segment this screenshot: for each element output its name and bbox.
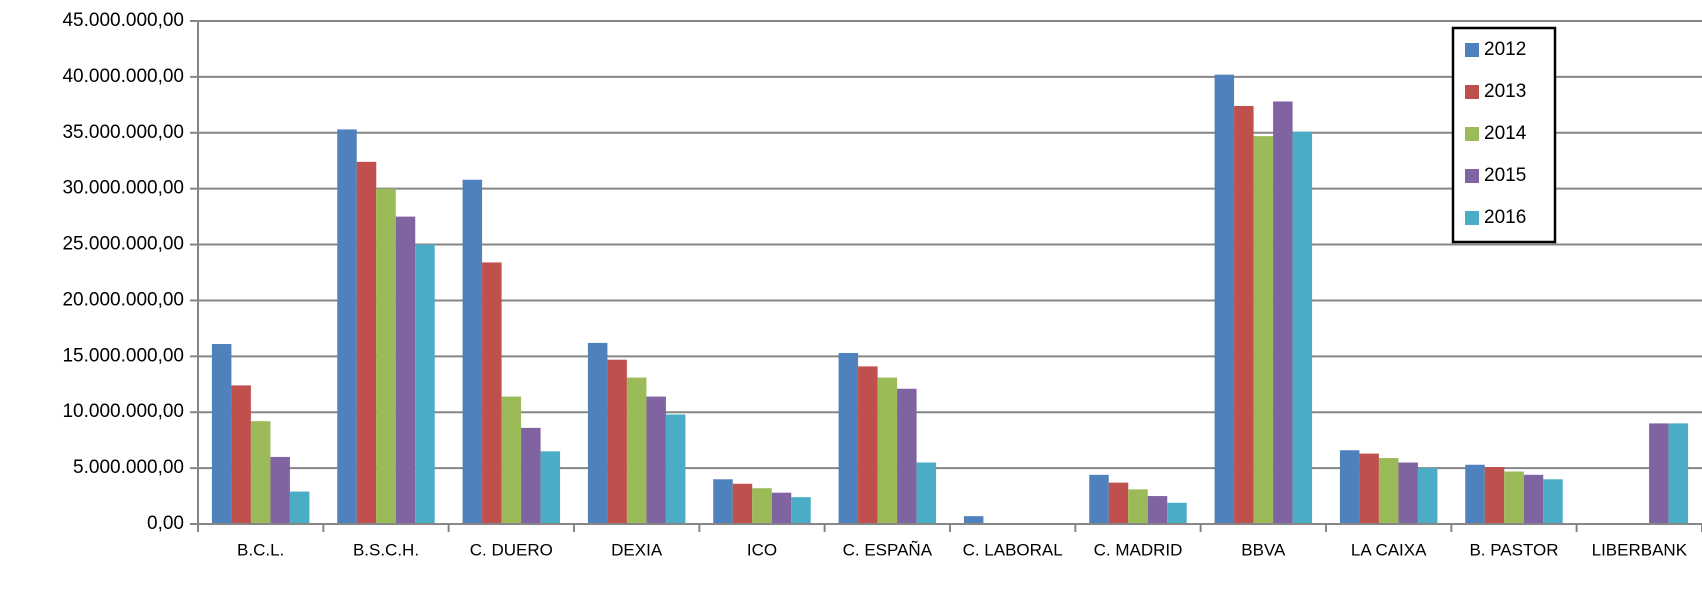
y-tick-label: 10.000.000,00 bbox=[62, 401, 184, 422]
bar bbox=[521, 427, 541, 524]
x-tick-label: C. DUERO bbox=[470, 540, 553, 559]
bar bbox=[732, 483, 753, 524]
legend-label: 2015 bbox=[1484, 165, 1526, 186]
bar bbox=[501, 396, 522, 524]
bar bbox=[713, 479, 733, 524]
legend-swatch bbox=[1465, 127, 1479, 141]
bar bbox=[1398, 462, 1418, 524]
x-tick-label: C. MADRID bbox=[1094, 540, 1183, 559]
bar bbox=[665, 414, 686, 524]
bar bbox=[1214, 74, 1235, 525]
bar bbox=[897, 388, 917, 524]
bar bbox=[916, 462, 937, 524]
y-tick-label: 40.000.000,00 bbox=[62, 66, 184, 87]
bar bbox=[877, 377, 898, 524]
bar bbox=[858, 366, 878, 524]
bar bbox=[289, 491, 310, 524]
bar bbox=[1417, 468, 1438, 524]
bar bbox=[1668, 423, 1689, 524]
bar bbox=[211, 344, 232, 524]
bar bbox=[337, 129, 357, 524]
bar bbox=[462, 179, 483, 525]
bar bbox=[482, 262, 502, 524]
bar bbox=[646, 396, 666, 524]
x-tick-label: DEXIA bbox=[611, 540, 663, 559]
bar bbox=[1378, 458, 1399, 524]
bar bbox=[1465, 464, 1485, 524]
x-tick-label: LIBERBANK bbox=[1592, 540, 1688, 559]
bar bbox=[1253, 136, 1274, 524]
y-tick-label: 25.000.000,00 bbox=[62, 234, 184, 255]
bar bbox=[1292, 131, 1313, 524]
bar bbox=[1108, 482, 1129, 524]
bar bbox=[963, 516, 984, 524]
legend-swatch bbox=[1465, 43, 1479, 57]
y-tick-label: 5.000.000,00 bbox=[73, 457, 184, 478]
x-tick-label: ICO bbox=[747, 540, 777, 559]
bar bbox=[1167, 502, 1187, 524]
y-tick-label: 30.000.000,00 bbox=[62, 178, 184, 199]
bar bbox=[607, 359, 627, 524]
bar bbox=[540, 451, 561, 524]
bar bbox=[1523, 474, 1544, 524]
y-tick-label: 15.000.000,00 bbox=[62, 345, 184, 366]
bar bbox=[1128, 489, 1148, 524]
bar bbox=[250, 421, 271, 524]
x-tick-label: BBVA bbox=[1241, 540, 1286, 559]
legend-label: 2014 bbox=[1484, 123, 1527, 144]
bar bbox=[752, 488, 772, 524]
bar bbox=[791, 497, 811, 524]
bar bbox=[415, 244, 435, 525]
bar bbox=[376, 188, 396, 524]
bar bbox=[231, 385, 251, 524]
x-tick-label: B.S.C.H. bbox=[353, 540, 419, 559]
bar bbox=[1543, 479, 1563, 524]
bar bbox=[626, 377, 647, 524]
bar bbox=[838, 352, 859, 524]
y-tick-label: 0,00 bbox=[147, 513, 184, 534]
bar bbox=[587, 342, 608, 524]
x-tick-label: C. ESPAÑA bbox=[843, 540, 933, 559]
x-tick-label: LA CAIXA bbox=[1351, 540, 1427, 559]
legend-swatch bbox=[1465, 169, 1479, 183]
x-tick-label: B.C.L. bbox=[237, 540, 284, 559]
y-tick-label: 20.000.000,00 bbox=[62, 289, 184, 310]
bar bbox=[1339, 450, 1360, 524]
bar bbox=[1089, 474, 1109, 524]
y-tick-label: 35.000.000,00 bbox=[62, 122, 184, 143]
bar bbox=[356, 161, 377, 524]
bar bbox=[1147, 496, 1168, 524]
bar bbox=[270, 456, 290, 524]
bar bbox=[771, 492, 792, 524]
legend-label: 2016 bbox=[1484, 207, 1526, 228]
y-tick-label: 45.000.000,00 bbox=[62, 10, 184, 31]
x-tick-label: C. LABORAL bbox=[963, 540, 1063, 559]
legend-label: 2013 bbox=[1484, 81, 1526, 102]
bar bbox=[1484, 466, 1505, 524]
bar bbox=[1359, 453, 1379, 524]
bar bbox=[1273, 101, 1293, 524]
legend-swatch bbox=[1465, 211, 1479, 225]
bar bbox=[395, 216, 416, 524]
bar bbox=[1234, 105, 1254, 524]
legend-label: 2012 bbox=[1484, 39, 1526, 60]
x-tick-label: B. PASTOR bbox=[1469, 540, 1558, 559]
legend-swatch bbox=[1465, 85, 1479, 99]
bar bbox=[1649, 423, 1669, 524]
bar bbox=[1504, 471, 1524, 524]
